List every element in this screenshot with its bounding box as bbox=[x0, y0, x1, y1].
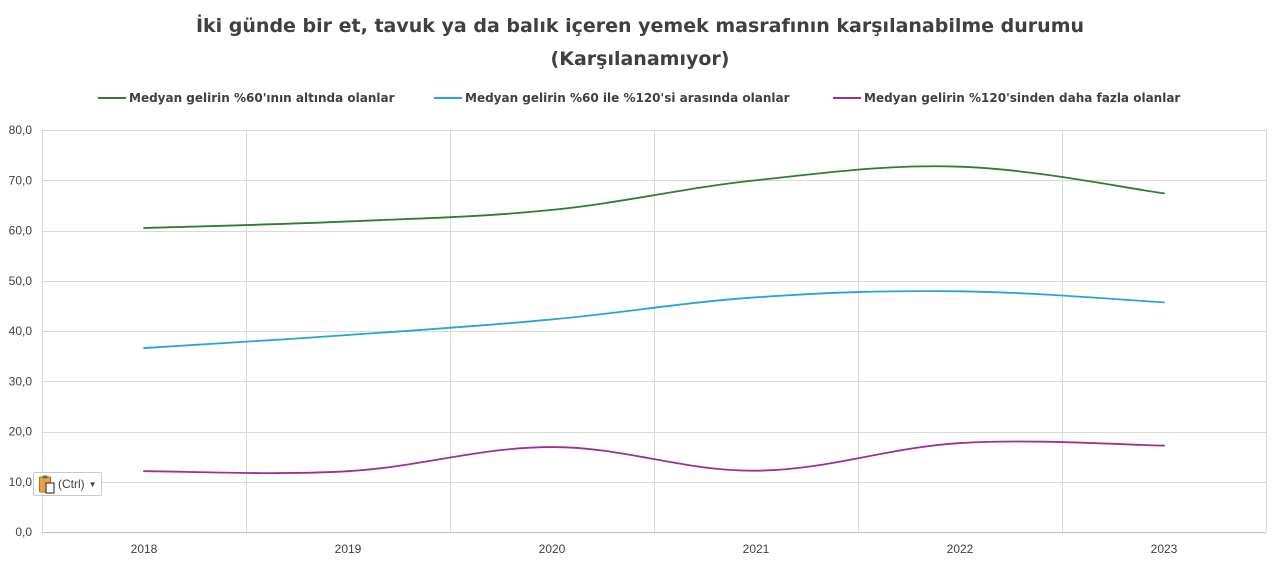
chart-title-line-1: İki günde bir et, tavuk ya da balık içer… bbox=[196, 13, 1084, 37]
x-tick-label: 2023 bbox=[1151, 542, 1178, 556]
y-tick-label: 0,0 bbox=[15, 525, 32, 539]
clipboard-icon bbox=[39, 475, 55, 494]
caret-down-icon: ▼ bbox=[88, 479, 97, 489]
chart-title: İki günde bir et, tavuk ya da balık içer… bbox=[196, 13, 1084, 70]
x-axis-ticks: 2018 2019 2020 2021 2022 2023 bbox=[131, 542, 1178, 556]
x-tick-label: 2021 bbox=[743, 542, 770, 556]
series-lines bbox=[143, 165, 1165, 475]
x-tick-label: 2018 bbox=[131, 542, 158, 556]
y-tick-label: 80,0 bbox=[9, 123, 33, 137]
y-tick-label: 20,0 bbox=[9, 425, 33, 439]
x-tick-label: 2020 bbox=[539, 542, 566, 556]
y-axis-ticks: 0,0 10,0 20,0 30,0 40,0 50,0 60,0 70,0 80,0 bbox=[9, 123, 33, 539]
x-tick-label: 2022 bbox=[947, 542, 974, 556]
gridlines bbox=[42, 130, 1267, 533]
legend-label: Medyan gelirin %60'ının altında olanlar bbox=[129, 91, 395, 105]
y-tick-label: 60,0 bbox=[9, 224, 33, 238]
y-tick-label: 70,0 bbox=[9, 173, 33, 187]
chart-legend: Medyan gelirin %60'ının altında olanlar M… bbox=[98, 91, 1180, 105]
y-tick-label: 40,0 bbox=[9, 324, 33, 338]
y-tick-label: 30,0 bbox=[9, 374, 33, 388]
paste-options-button[interactable]: (Ctrl) ▼ bbox=[33, 472, 102, 496]
x-tick-label: 2019 bbox=[335, 542, 362, 556]
legend-label: Medyan gelirin %60 ile %120'si arasında … bbox=[465, 91, 790, 105]
series-line-3 bbox=[143, 440, 1165, 475]
y-tick-label: 10,0 bbox=[9, 475, 33, 489]
series-line-2 bbox=[143, 290, 1165, 349]
legend-label: Medyan gelirin %120'sinden daha fazla ol… bbox=[864, 91, 1180, 105]
y-tick-label: 50,0 bbox=[9, 274, 33, 288]
paste-options-label: (Ctrl) bbox=[58, 477, 85, 491]
chart-title-line-2: (Karşılanamıyor) bbox=[551, 48, 730, 70]
series-line-1 bbox=[143, 165, 1165, 229]
